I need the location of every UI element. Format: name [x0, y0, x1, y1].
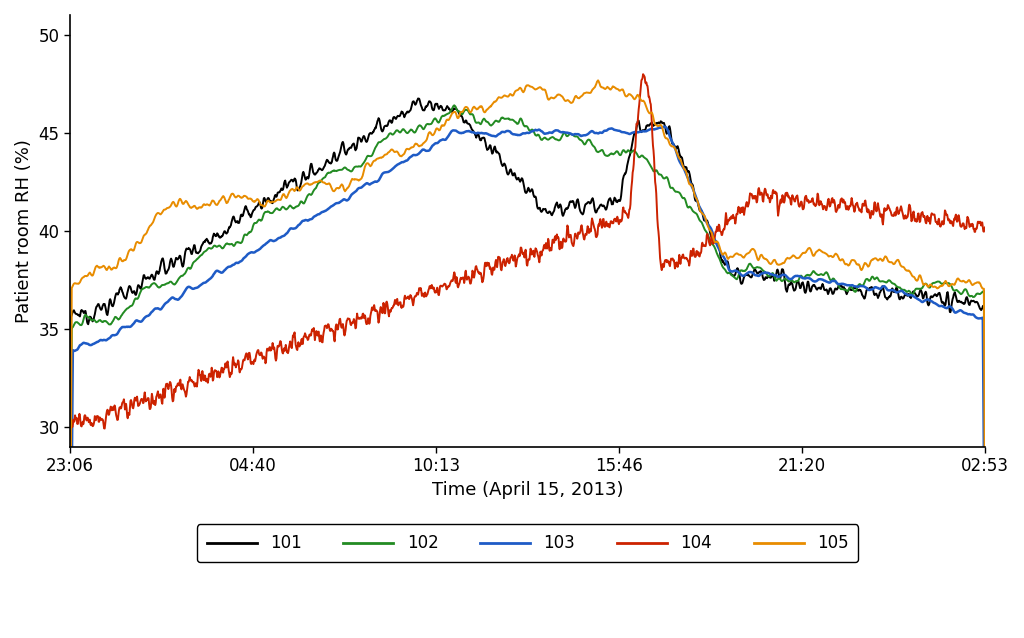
Line: 101: 101 [70, 98, 985, 598]
105 [718, 250, 730, 258]
105 [289, 187, 301, 195]
101 [699, 217, 712, 225]
104 [699, 242, 712, 250]
103 [175, 292, 187, 300]
105 [699, 214, 712, 221]
105 [945, 280, 957, 288]
102 [699, 226, 712, 234]
Line: 103: 103 [70, 126, 985, 638]
102 [720, 269, 732, 276]
102 [979, 529, 991, 537]
101 [412, 94, 424, 102]
105 [592, 77, 604, 84]
104 [945, 218, 957, 225]
101 [720, 258, 732, 266]
102 [175, 272, 187, 279]
104 [718, 225, 730, 233]
101 [979, 588, 991, 595]
Line: 102: 102 [70, 105, 985, 638]
101 [718, 259, 730, 267]
105 [175, 197, 187, 205]
Line: 105: 105 [70, 80, 985, 638]
104 [979, 223, 991, 231]
Line: 104: 104 [70, 74, 985, 638]
101 [175, 259, 187, 267]
102 [718, 265, 730, 272]
103 [718, 253, 730, 261]
101 [63, 595, 76, 602]
101 [945, 302, 957, 309]
102 [289, 204, 301, 212]
104 [175, 385, 187, 393]
101 [289, 175, 301, 182]
Legend: 101, 102, 103, 104, 105: 101, 102, 103, 104, 105 [197, 524, 858, 563]
103 [720, 259, 732, 267]
103 [658, 122, 671, 130]
104 [289, 329, 301, 336]
102 [945, 283, 957, 290]
103 [289, 225, 301, 232]
103 [945, 304, 957, 311]
104 [637, 70, 649, 78]
105 [979, 526, 991, 534]
102 [449, 101, 461, 109]
105 [720, 252, 732, 260]
X-axis label: Time (April 15, 2013): Time (April 15, 2013) [432, 481, 624, 499]
103 [699, 215, 712, 223]
104 [720, 214, 732, 221]
Y-axis label: Patient room RH (%): Patient room RH (%) [15, 139, 33, 323]
103 [979, 593, 991, 601]
